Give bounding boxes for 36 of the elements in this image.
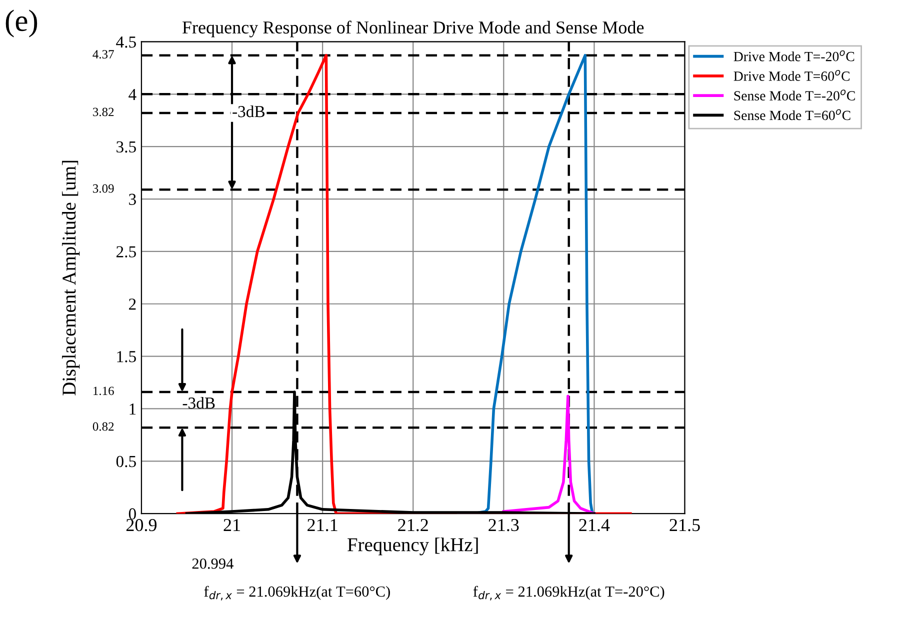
ref-line-label: 1.16	[94, 386, 114, 396]
y-tick-label: 1.5	[117, 351, 136, 362]
chart-title: Frequency Response of Nonlinear Drive Mode and Sense Mode	[182, 20, 644, 38]
y-tick-label: 3	[129, 194, 136, 205]
y-tick-label: 3.5	[116, 141, 136, 153]
x-tick-label: 21.2	[398, 519, 428, 532]
ref-line-label: 3.09	[93, 184, 114, 193]
x-axis-title: Frequency [kHz]	[348, 538, 478, 556]
text: f$_{dr,x}$ = 21.069kHz(at T=-20°C)	[473, 586, 664, 600]
text: (e)	[6, 10, 38, 38]
x-tick-label: 21	[224, 519, 240, 531]
y-tick-label: 4.5	[116, 36, 136, 48]
y-tick-label: 0	[128, 508, 136, 520]
ref-line-label: 4.37	[92, 50, 114, 59]
text: f$_{dr,x}$ = 21.069kHz(at T=60°C)	[204, 586, 390, 600]
annotation: 20.994	[192, 558, 234, 569]
x-tick-label: 20.9	[126, 518, 157, 532]
x-tick-label: 21.5	[670, 519, 700, 532]
ref-line-label: 0.82	[92, 422, 114, 431]
annotation: -3dB	[182, 396, 215, 409]
ref-line-label: 3.82	[93, 108, 114, 116]
line-series	[502, 394, 596, 514]
annotation: -3dB	[232, 105, 265, 118]
y-tick-label: 2	[128, 298, 136, 310]
x-tick-label: 21.3	[488, 519, 519, 532]
legend-label: Sense Mode T=60$^{o}$C	[734, 109, 850, 120]
x-tick-label: 21.1	[308, 519, 338, 532]
y-tick-label: 4	[128, 88, 136, 100]
y-tick-label: 2.5	[116, 246, 136, 258]
y-tick-label: 1	[130, 404, 136, 415]
x-tick-label: 21.4	[579, 519, 610, 532]
legend-label: Drive Mode T=60$^{o}$C	[734, 70, 850, 81]
legend-label: Drive Mode T=-20$^{o}$C	[734, 50, 854, 62]
y-tick-label: 0.5	[116, 456, 136, 468]
y-axis-title: Displacement Amplitude [um]	[62, 160, 80, 396]
legend-label: Sense Mode T=-20$^{o}$C	[734, 90, 855, 100]
